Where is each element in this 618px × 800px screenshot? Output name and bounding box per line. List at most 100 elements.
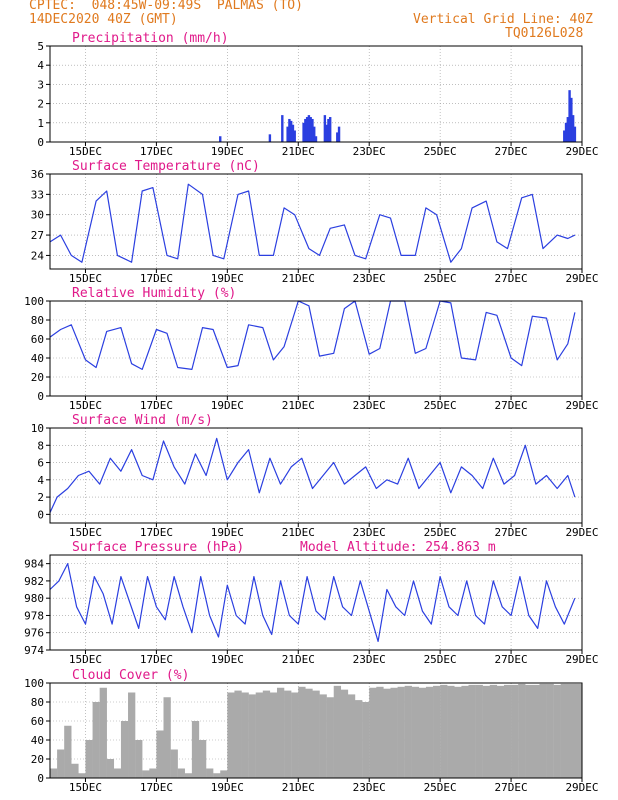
cloud-bar <box>177 768 185 778</box>
cloud-bar <box>156 730 164 778</box>
panel-frame <box>49 427 583 524</box>
precip-bar <box>268 134 272 142</box>
cloud-bar <box>276 687 285 778</box>
y-tick-label: 100 <box>24 677 44 690</box>
panel-frame <box>49 300 583 397</box>
cloud-bar <box>369 687 377 778</box>
panel-5 <box>46 554 583 654</box>
cloud-bar <box>482 685 490 778</box>
cloud-bar <box>149 768 157 778</box>
cloud-bar <box>553 684 561 778</box>
x-tick-label: 25DEC <box>424 526 457 539</box>
y-tick-label: 974 <box>24 644 44 657</box>
y-tick-label: 0 <box>37 508 44 521</box>
cloud-bar <box>511 684 519 778</box>
cloud-bar <box>291 692 299 778</box>
cloud-bar <box>475 684 483 778</box>
x-tick-label: 25DEC <box>424 653 457 666</box>
x-tick-label: 23DEC <box>353 145 386 158</box>
cloud-bar <box>411 686 420 778</box>
cloud-bar <box>404 685 412 778</box>
cloud-bar <box>113 768 122 778</box>
cloud-bar <box>269 692 278 778</box>
cloud-bar <box>362 702 370 778</box>
x-tick-label: 27DEC <box>495 653 528 666</box>
cloud-bar <box>191 721 200 778</box>
x-tick-label: 29DEC <box>565 145 598 158</box>
x-tick-label: 17DEC <box>140 145 173 158</box>
y-tick-label: 100 <box>24 295 44 308</box>
x-tick-label: 17DEC <box>140 781 173 794</box>
x-tick-label: 25DEC <box>424 272 457 285</box>
cloud-bar <box>333 685 342 778</box>
cloud-bar <box>433 685 441 778</box>
panel-title: Cloud Cover (%) <box>72 668 189 683</box>
x-tick-label: 19DEC <box>211 781 244 794</box>
x-tick-label: 23DEC <box>353 653 386 666</box>
y-tick-label: 5 <box>37 40 44 53</box>
cloud-bar <box>262 690 271 778</box>
cloud-bar <box>128 692 136 778</box>
cloud-bar <box>376 686 384 778</box>
x-tick-label: 27DEC <box>495 145 528 158</box>
x-tick-label: 17DEC <box>140 272 173 285</box>
x-tick-label: 19DEC <box>211 145 244 158</box>
y-tick-label: 4 <box>37 59 44 72</box>
cloud-bar <box>539 683 547 778</box>
x-tick-label: 29DEC <box>565 526 598 539</box>
cloud-bar <box>248 694 256 778</box>
y-tick-label: 8 <box>37 439 44 452</box>
cloud-bar <box>440 684 448 778</box>
cloud-bar <box>546 683 554 778</box>
x-tick-label: 27DEC <box>495 526 528 539</box>
header-location: CPTEC: 048:45W-09:49S PALMAS (TO) <box>29 0 303 13</box>
cloud-bar <box>347 694 356 778</box>
x-tick-label: 25DEC <box>424 399 457 412</box>
x-tick-label: 21DEC <box>282 526 315 539</box>
cloud-bar <box>198 740 207 778</box>
y-tick-label: 0 <box>37 772 44 785</box>
panel-frame <box>49 682 583 779</box>
y-tick-label: 80 <box>31 314 44 327</box>
cloud-bar <box>383 688 391 778</box>
precip-bar <box>323 115 327 142</box>
x-tick-label: 23DEC <box>353 399 386 412</box>
cloud-bar <box>213 773 221 778</box>
y-tick-label: 60 <box>31 333 44 346</box>
panel-6 <box>46 682 583 782</box>
precip-bar <box>302 122 305 142</box>
x-tick-label: 23DEC <box>353 272 386 285</box>
cloud-bar <box>468 684 476 778</box>
cloud-bar <box>120 721 129 778</box>
header-grid-line: Vertical Grid Line: 40Z <box>413 12 594 27</box>
precip-bar <box>281 115 284 142</box>
series-line <box>49 300 576 370</box>
y-tick-label: 40 <box>31 734 44 747</box>
x-tick-label: 15DEC <box>69 781 102 794</box>
x-tick-label: 15DEC <box>69 145 102 158</box>
x-tick-label: 21DEC <box>282 399 315 412</box>
precip-bar <box>337 126 341 142</box>
cloud-bar <box>454 686 462 778</box>
precip-bar <box>568 90 571 142</box>
cloud-bar <box>326 697 334 778</box>
cloud-bar <box>518 683 526 778</box>
cloud-bar <box>418 687 427 778</box>
y-tick-label: 27 <box>31 229 44 242</box>
y-tick-label: 978 <box>24 609 44 622</box>
y-tick-label: 60 <box>31 715 44 728</box>
x-tick-label: 19DEC <box>211 399 244 412</box>
panel-frame <box>49 45 583 143</box>
cloud-bar <box>461 685 469 778</box>
cloud-bar <box>234 690 242 778</box>
precip-bar <box>328 117 332 142</box>
model-altitude: Model Altitude: 254.863 m <box>300 540 496 555</box>
precip-bar <box>309 117 312 142</box>
y-tick-label: 1 <box>37 117 44 130</box>
cloud-bar <box>227 692 235 778</box>
precip-bar <box>288 118 291 142</box>
cloud-bar <box>284 690 292 778</box>
cloud-bar <box>355 700 363 778</box>
panel-1 <box>46 45 583 146</box>
